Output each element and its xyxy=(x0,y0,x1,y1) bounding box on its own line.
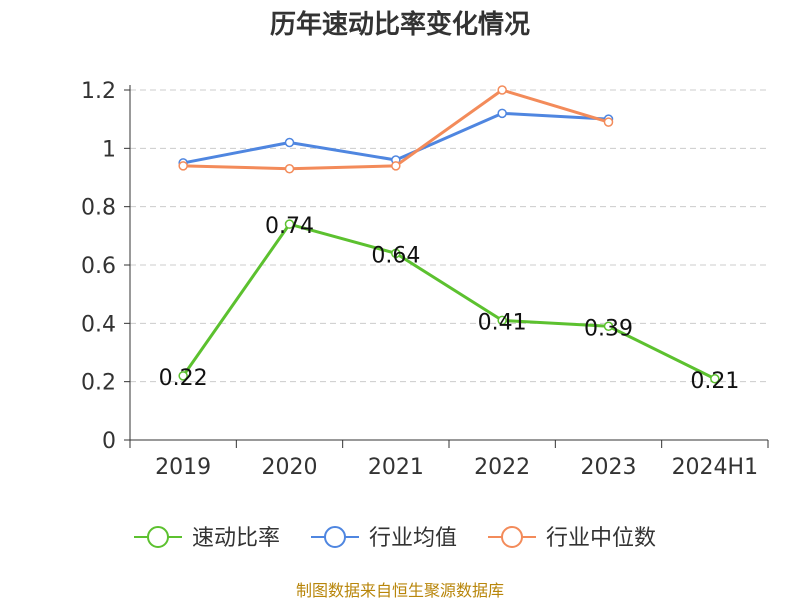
legend-item-2[interactable]: 行业中位数 xyxy=(488,526,656,551)
legend-label: 速动比率 xyxy=(192,526,280,551)
data-labels: 0.22 0.74 0.64 0.41 0.39 0.21 xyxy=(159,214,740,394)
y-tick-label: 1.2 xyxy=(81,79,116,104)
data-point xyxy=(497,108,507,119)
data-point xyxy=(284,219,295,229)
axes: 0 0.2 0.4 0.6 0.8 1 1.2 2019 2020 2021 2022 2023 202… xyxy=(81,79,769,480)
legend-label: 行业均值 xyxy=(369,526,457,551)
series-line-0 xyxy=(181,222,716,381)
data-point xyxy=(178,161,188,171)
data-point xyxy=(284,137,295,148)
y-tick-label: 0.2 xyxy=(81,371,116,396)
x-tick-label: 2024H1 xyxy=(672,455,759,480)
data-point xyxy=(497,315,507,326)
data-point xyxy=(603,117,614,127)
chart-title: 历年速动比率变化情况 xyxy=(270,9,530,40)
series-group xyxy=(178,85,720,384)
data-label: 0.74 xyxy=(265,214,314,239)
y-tick-label: 0.4 xyxy=(81,312,116,337)
legend-item-1[interactable]: 行业均值 xyxy=(311,526,457,551)
legend[interactable]: 速动比率 行业均值 行业中位数 xyxy=(134,526,656,551)
data-label: 0.64 xyxy=(371,243,420,268)
legend-marker-icon xyxy=(324,526,346,548)
x-tick-label: 2022 xyxy=(474,455,530,480)
data-point xyxy=(603,321,614,331)
data-point xyxy=(391,248,401,259)
y-tick-label: 0.6 xyxy=(81,254,116,279)
data-label: 0.21 xyxy=(690,369,739,394)
y-tick-label: 0 xyxy=(102,429,116,454)
legend-item-0[interactable]: 速动比率 xyxy=(134,526,280,551)
data-label: 0.39 xyxy=(584,316,633,341)
y-tick-label: 1 xyxy=(102,137,116,162)
y-tick-label: 0.8 xyxy=(81,196,116,221)
legend-label: 行业中位数 xyxy=(546,526,656,551)
legend-marker-icon xyxy=(147,526,169,548)
data-point xyxy=(284,164,295,174)
data-point xyxy=(391,161,401,171)
x-tick-label: 2019 xyxy=(155,455,211,480)
source-note: 制图数据来自恒生聚源数据库 xyxy=(296,581,504,600)
data-point xyxy=(178,371,188,381)
grid-lines xyxy=(130,89,768,383)
data-point xyxy=(497,85,507,95)
x-tick-label: 2023 xyxy=(581,455,637,480)
x-tick-label: 2021 xyxy=(368,455,424,480)
data-label: 0.41 xyxy=(478,310,527,335)
legend-marker-icon xyxy=(501,526,523,548)
data-point xyxy=(710,374,720,384)
data-label: 0.22 xyxy=(159,366,208,391)
x-tick-label: 2020 xyxy=(262,455,318,480)
